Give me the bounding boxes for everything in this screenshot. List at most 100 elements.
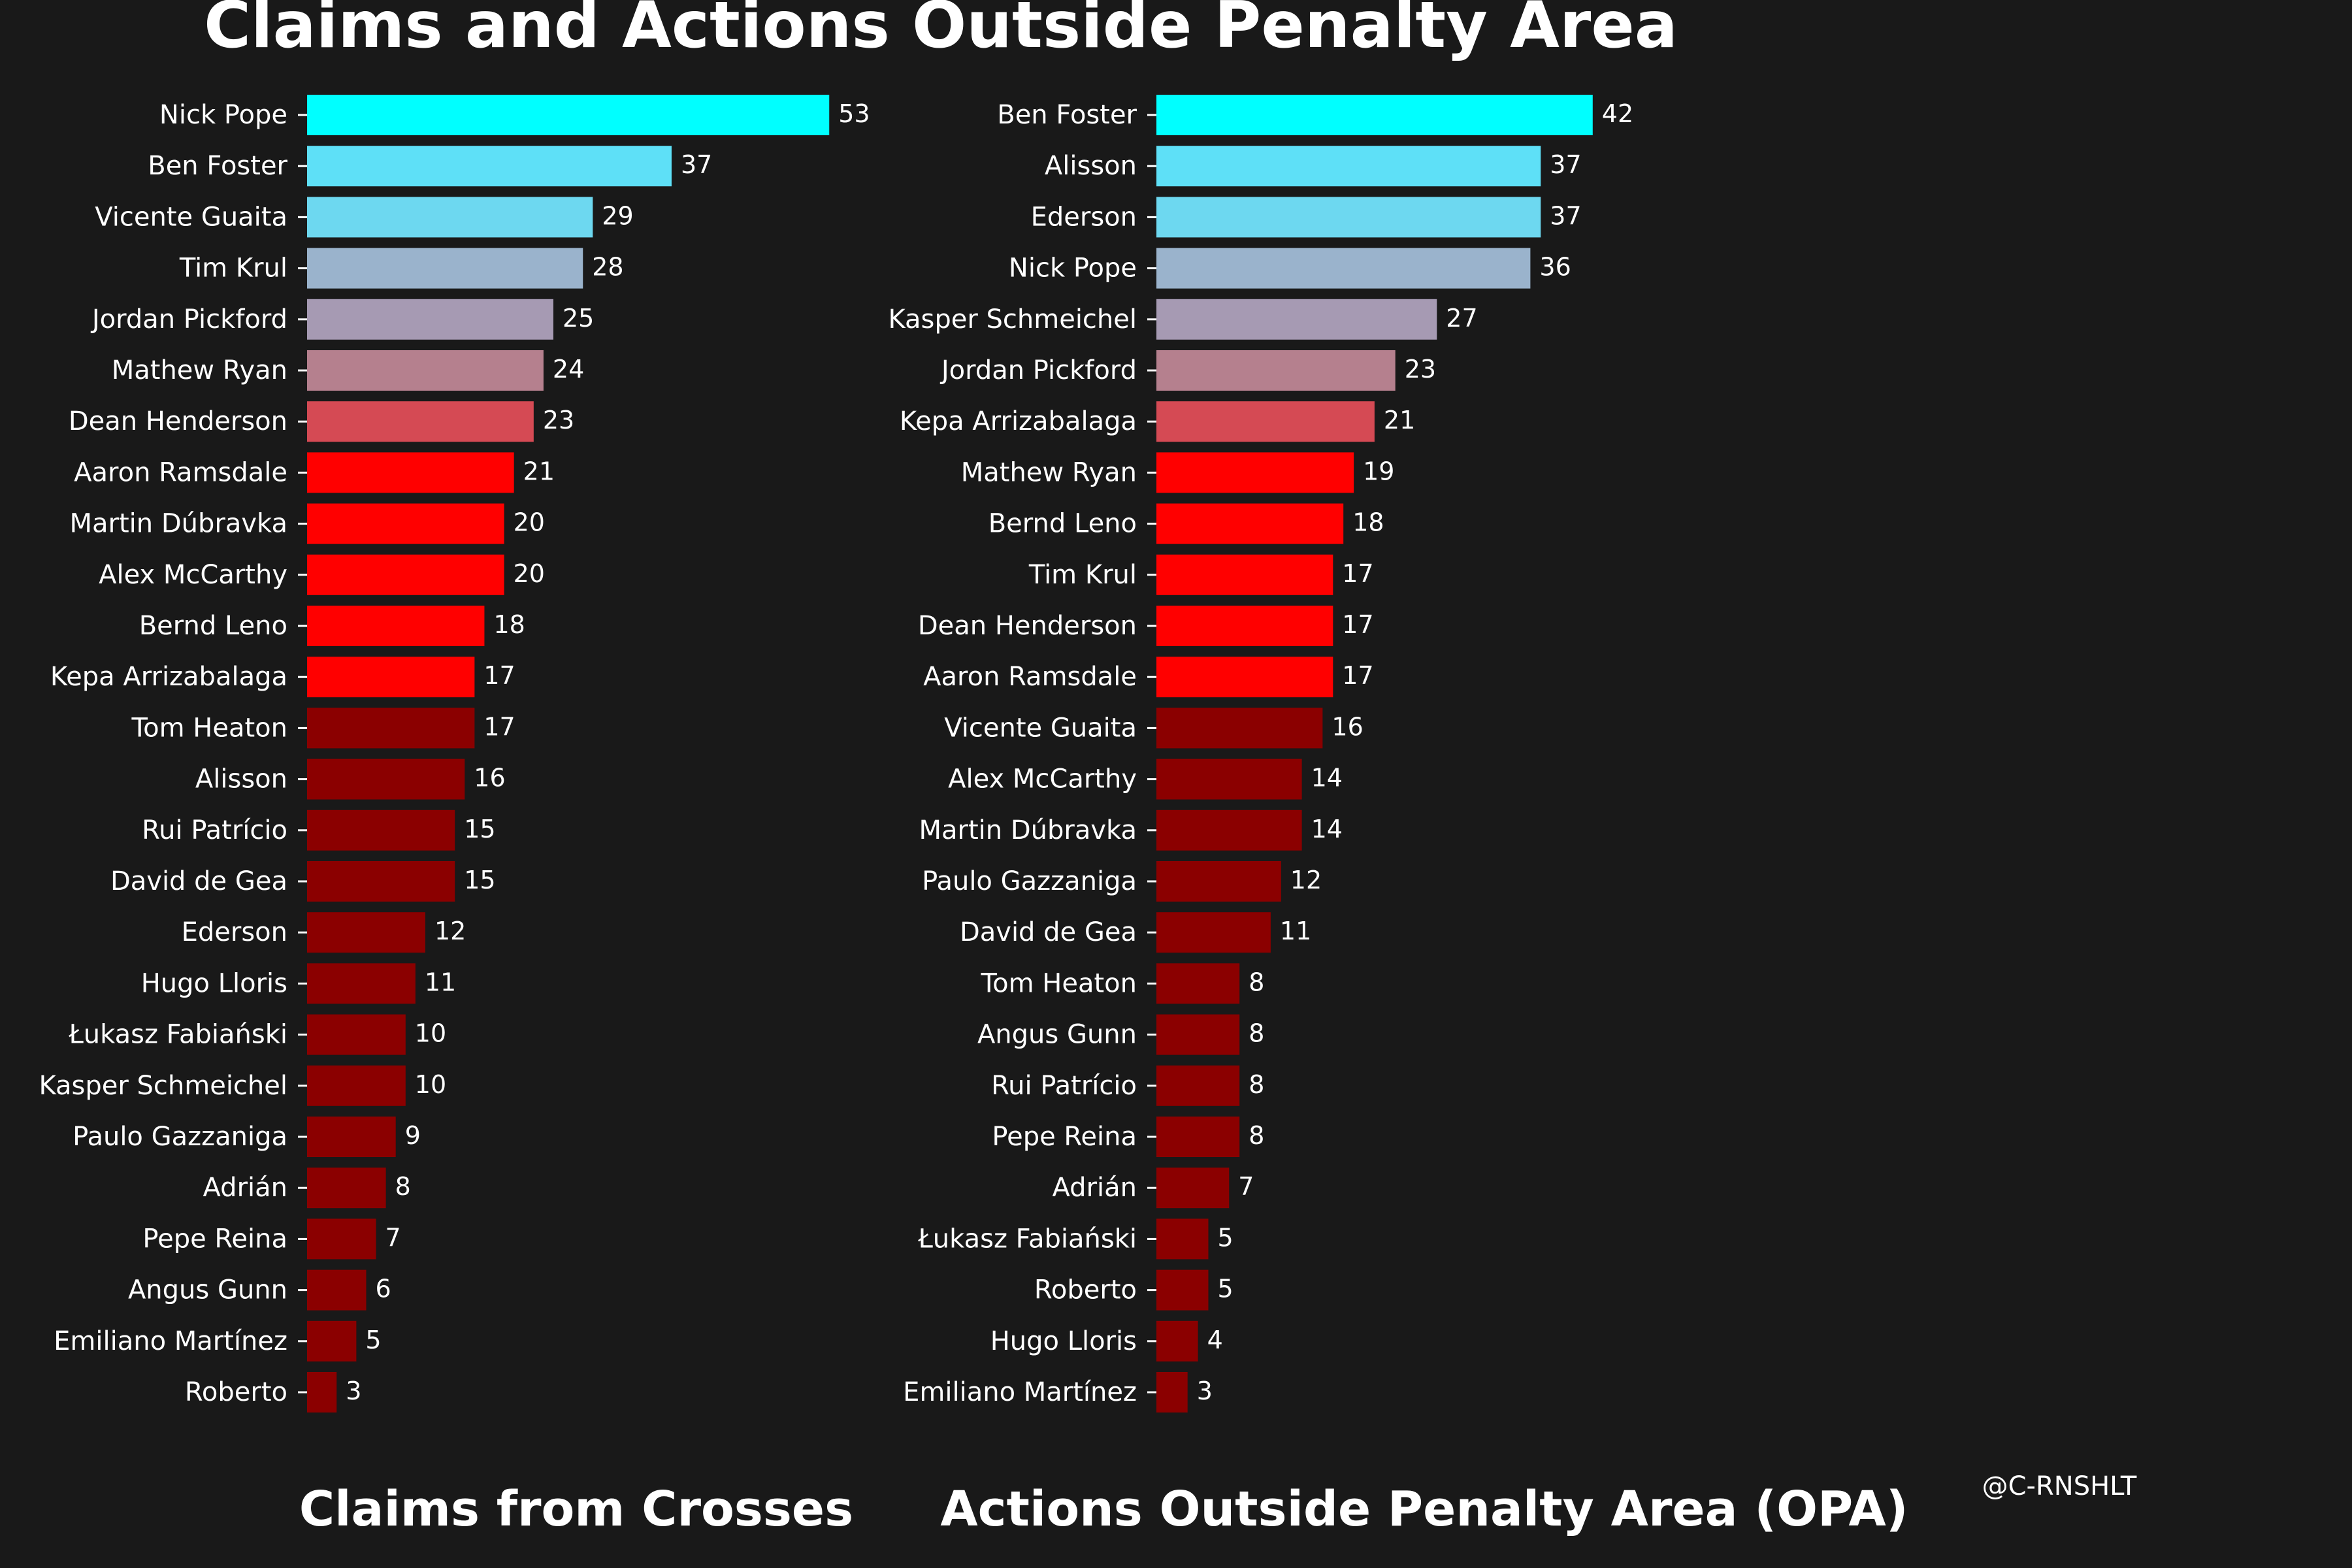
opa-value-label: 5 — [1218, 1223, 1233, 1252]
claims-tick-label: Rui Patrício — [142, 815, 287, 845]
claims-bar — [307, 809, 455, 851]
claims-tick-label: Bernd Leno — [139, 611, 287, 641]
opa-bar — [1156, 861, 1281, 902]
claims-value-label: 53 — [838, 99, 870, 128]
opa-tick-label: Kasper Schmeichel — [888, 304, 1137, 335]
opa-value-label: 23 — [1405, 355, 1436, 384]
opa-tick-label: Emiliano Martínez — [903, 1377, 1137, 1407]
opa-value-label: 18 — [1352, 508, 1384, 537]
opa-tick-label: Nick Pope — [1009, 253, 1137, 284]
claims-bar — [307, 248, 583, 289]
claims-bar — [307, 708, 475, 749]
opa-tick-label: Ben Foster — [997, 100, 1137, 130]
opa-tick-label: Tom Heaton — [981, 968, 1137, 998]
opa-value-label: 8 — [1249, 968, 1264, 996]
claims-value-label: 25 — [563, 304, 594, 333]
claims-bar — [307, 146, 672, 187]
opa-bar — [1156, 657, 1333, 698]
claims-bar — [307, 606, 485, 646]
opa-tick-label: Rui Patrício — [991, 1071, 1137, 1101]
claims-bar — [307, 759, 465, 800]
claims-tick-label: Vicente Guaita — [95, 202, 287, 232]
claims-axis-label: Claims from Crosses — [299, 1481, 853, 1537]
claims-tick-label: Alex McCarthy — [99, 560, 287, 590]
claims-value-label: 24 — [553, 355, 584, 384]
opa-bar — [1156, 809, 1302, 851]
opa-axis-label: Actions Outside Penalty Area (OPA) — [940, 1481, 1908, 1537]
claims-tick-label: Angus Gunn — [128, 1275, 287, 1305]
claims-bar — [307, 401, 534, 442]
opa-bar — [1156, 606, 1333, 646]
claims-value-label: 7 — [385, 1223, 401, 1252]
opa-value-label: 17 — [1342, 610, 1373, 639]
opa-tick-label: Vicente Guaita — [944, 713, 1137, 743]
opa-tick-label: Aaron Ramsdale — [923, 662, 1137, 692]
claims-tick-label: Ben Foster — [148, 151, 287, 181]
opa-value-label: 8 — [1249, 1121, 1264, 1150]
claims-tick-label: Mathew Ryan — [112, 355, 287, 385]
claims-value-label: 5 — [365, 1326, 381, 1354]
claims-tick-label: Dean Henderson — [69, 406, 287, 436]
claims-bar — [307, 350, 544, 391]
claims-tick-label: Paulo Gazzaniga — [73, 1122, 287, 1152]
claims-bar — [307, 861, 455, 902]
opa-bar — [1156, 299, 1437, 340]
claims-bar — [307, 1117, 396, 1157]
claims-bar — [307, 452, 514, 493]
claims-tick-label: Tom Heaton — [131, 713, 288, 743]
claims-tick-label: Nick Pope — [159, 100, 287, 130]
claims-value-label: 10 — [415, 1019, 446, 1048]
opa-value-label: 14 — [1311, 815, 1343, 843]
claims-tick-label: Roberto — [185, 1377, 287, 1407]
opa-bar — [1156, 146, 1541, 187]
claims-value-label: 29 — [602, 201, 633, 230]
claims-value-label: 20 — [514, 508, 545, 537]
opa-bar — [1156, 503, 1344, 544]
opa-bar — [1156, 554, 1333, 595]
opa-value-label: 4 — [1207, 1326, 1223, 1354]
opa-value-label: 27 — [1446, 304, 1477, 333]
claims-bar — [307, 299, 553, 340]
claims-tick-label: Alisson — [195, 764, 287, 794]
opa-value-label: 21 — [1384, 406, 1415, 434]
opa-value-label: 8 — [1249, 1019, 1264, 1048]
claims-tick-label: Łukasz Fabiański — [68, 1020, 287, 1050]
opa-tick-label: Martin Dúbravka — [919, 815, 1137, 845]
opa-tick-label: Kepa Arrizabalaga — [900, 406, 1137, 436]
claims-value-label: 20 — [514, 559, 545, 588]
opa-value-label: 37 — [1550, 150, 1581, 179]
claims-tick-label: Kepa Arrizabalaga — [50, 662, 287, 692]
credit-watermark: @C-RNSHLT — [1982, 1471, 2137, 1501]
claims-tick-label: Tim Krul — [179, 253, 287, 284]
opa-bar — [1156, 248, 1531, 289]
claims-tick-label: Pepe Reina — [142, 1224, 287, 1254]
claims-bar — [307, 95, 830, 135]
opa-tick-label: Mathew Ryan — [961, 457, 1137, 487]
claims-value-label: 17 — [483, 712, 515, 741]
opa-value-label: 16 — [1331, 712, 1363, 741]
claims-tick-label: David de Gea — [110, 866, 287, 896]
claims-value-label: 37 — [681, 150, 712, 179]
opa-bar — [1156, 350, 1396, 391]
opa-tick-label: Tim Krul — [1028, 560, 1137, 590]
claims-value-label: 23 — [543, 406, 574, 434]
opa-bar — [1156, 912, 1271, 953]
claims-bar — [307, 1372, 337, 1413]
opa-bar — [1156, 1117, 1240, 1157]
opa-value-label: 17 — [1342, 661, 1373, 690]
claims-tick-label: Ederson — [182, 917, 287, 947]
opa-value-label: 12 — [1290, 866, 1322, 894]
opa-value-label: 3 — [1197, 1377, 1213, 1405]
claims-tick-label: Martin Dúbravka — [70, 509, 287, 539]
opa-bar — [1156, 1218, 1209, 1260]
opa-bar — [1156, 759, 1302, 800]
opa-bar — [1156, 197, 1541, 238]
claims-value-label: 12 — [434, 917, 466, 945]
claims-bar — [307, 963, 416, 1004]
opa-bar — [1156, 963, 1240, 1004]
opa-tick-label: Alex McCarthy — [948, 764, 1137, 794]
opa-tick-label: Jordan Pickford — [939, 355, 1137, 385]
claims-tick-label: Adrián — [203, 1173, 287, 1203]
claims-value-label: 9 — [405, 1121, 421, 1150]
claims-panel: Nick Pope 53 Ben Foster 37 Vicente Guaita 29 T… — [39, 95, 870, 1413]
